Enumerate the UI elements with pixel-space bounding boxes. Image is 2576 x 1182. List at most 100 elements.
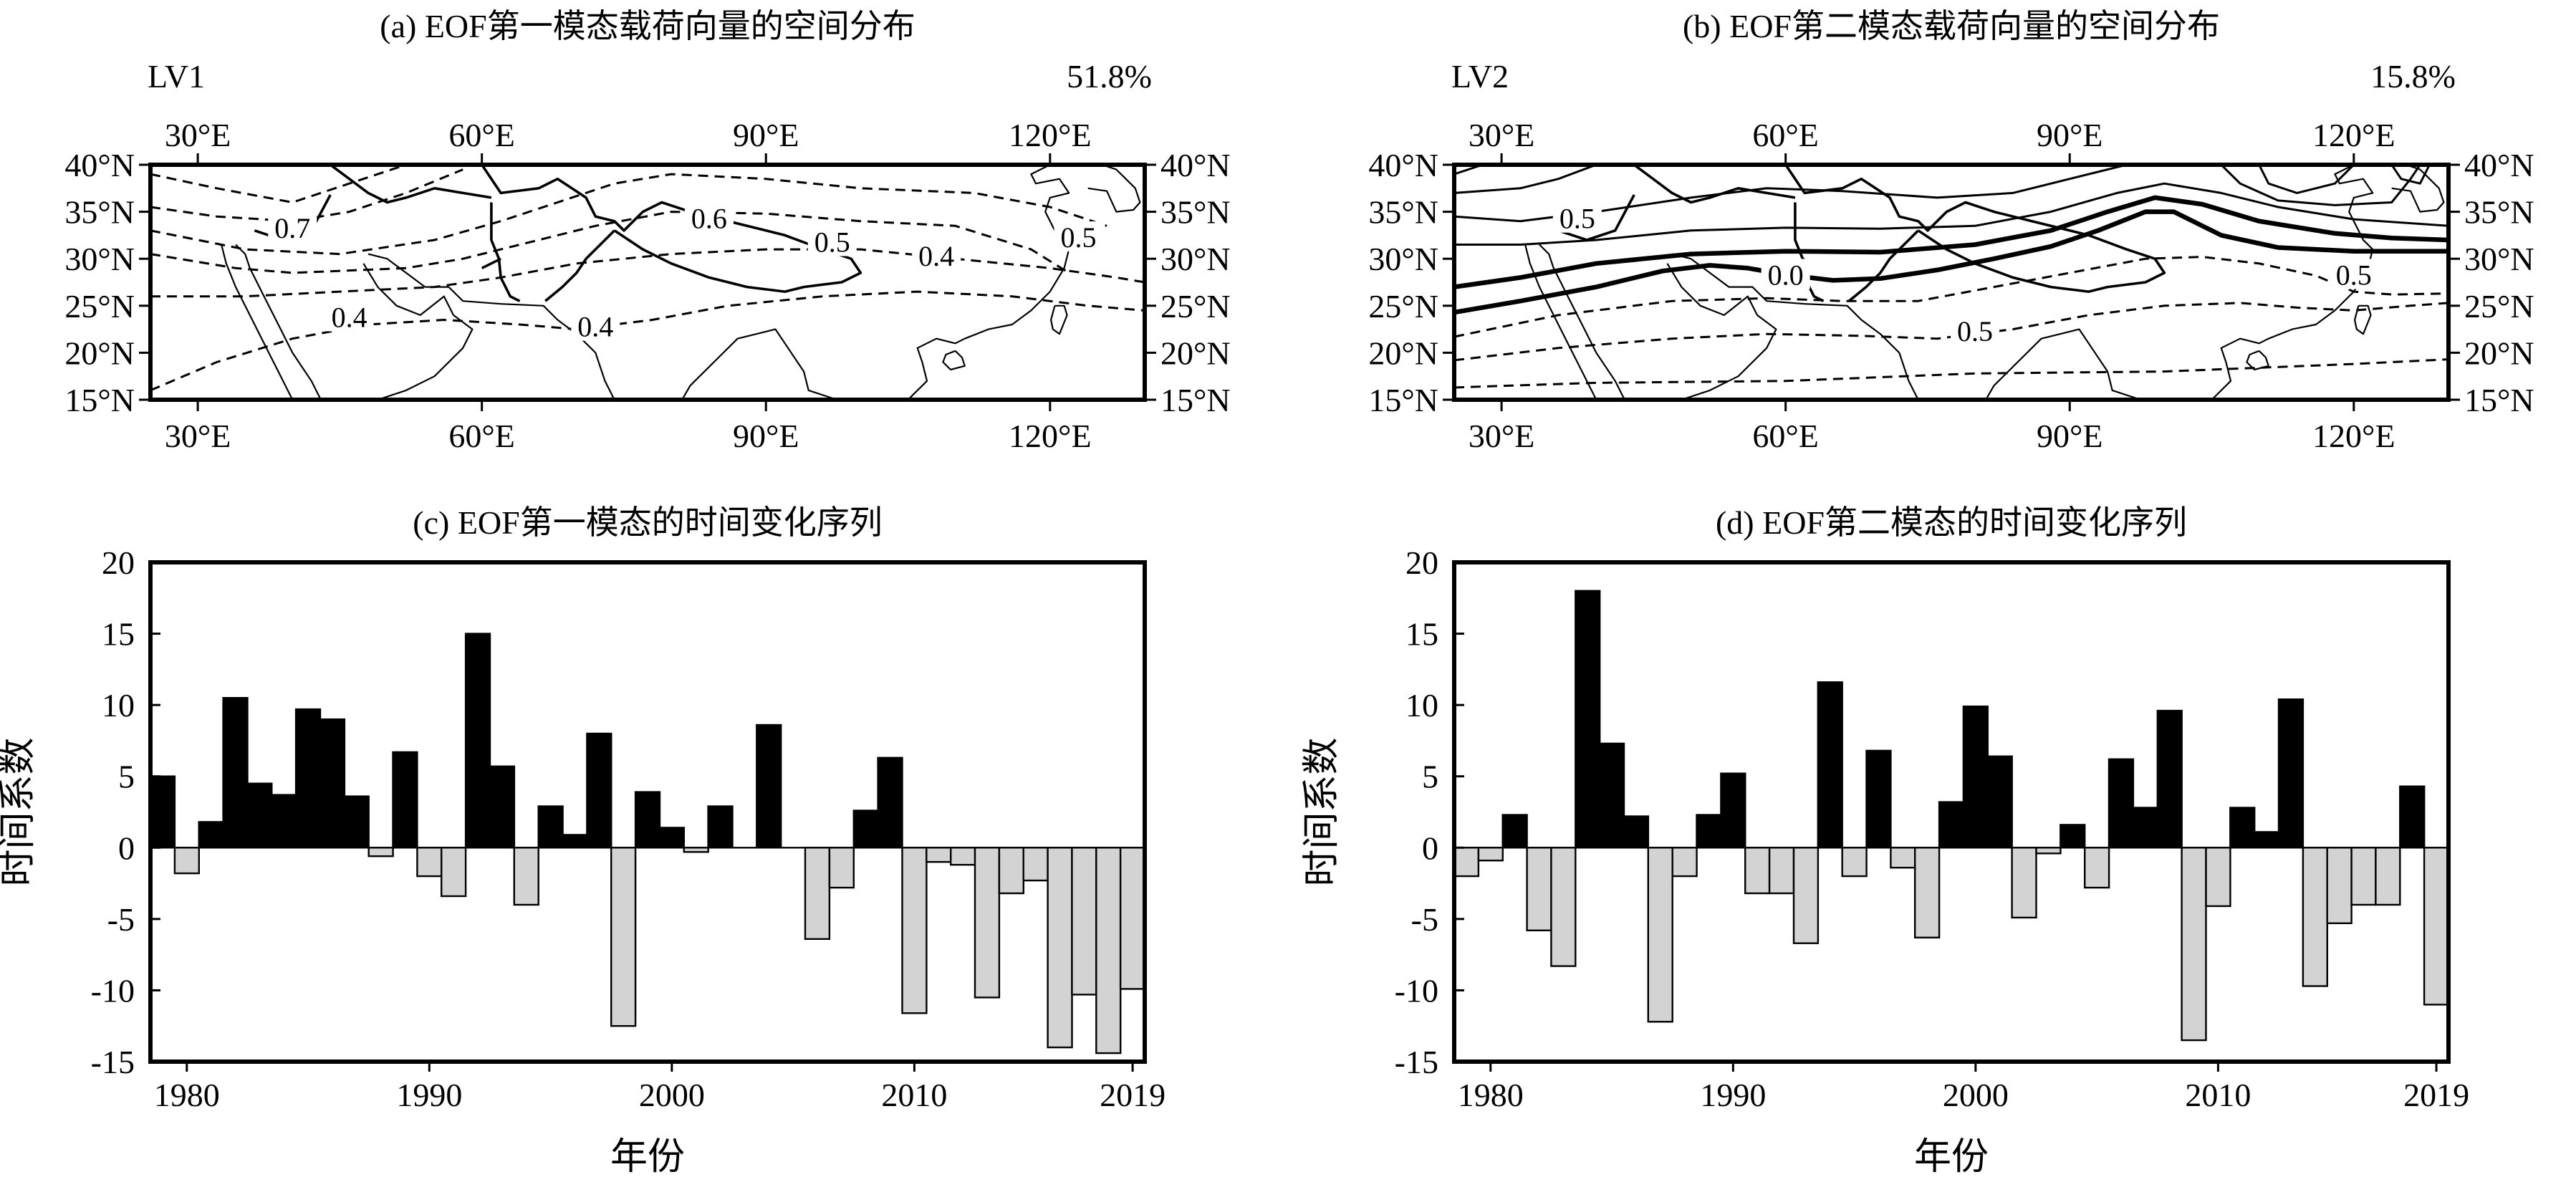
y-tick-label: -10	[91, 972, 135, 1009]
lon-label-top: 90°E	[2037, 117, 2103, 153]
contour-label: 0.6	[691, 203, 727, 235]
panel-a-map: (a) EOF第一模态载荷向量的空间分布 LV1 51.8% 0.7 0.6 0.5 0.4…	[64, 8, 1230, 454]
bar	[2156, 709, 2183, 849]
y-tick-label: 15	[1405, 616, 1438, 653]
bar	[1047, 847, 1073, 1049]
map-frame	[1452, 163, 2451, 402]
bar	[2035, 847, 2062, 855]
bar	[2132, 807, 2158, 849]
x-tick-label: 2000	[639, 1077, 705, 1113]
bar	[828, 847, 855, 889]
contour-label: 0.0	[1768, 259, 1804, 291]
bar	[2205, 847, 2231, 908]
lon-label-bottom: 120°E	[1009, 418, 1092, 454]
bar	[2229, 807, 2256, 849]
bar	[1768, 847, 1795, 895]
bar	[804, 847, 831, 941]
lon-label-bottom: 30°E	[165, 418, 231, 454]
contour-line	[1454, 195, 2448, 289]
bar	[1696, 814, 1722, 849]
bar	[2399, 785, 2426, 849]
coastline	[2246, 350, 2269, 371]
bar	[173, 847, 200, 875]
bar	[1986, 755, 2013, 849]
bar	[1865, 749, 1892, 849]
bar	[2350, 847, 2377, 906]
lat-label-left: 15°N	[1368, 382, 1438, 418]
coastline	[2391, 165, 2445, 213]
bar	[1817, 681, 1843, 849]
contour-label: 0.4	[577, 311, 613, 343]
coastline	[942, 350, 966, 371]
panel-title: (d) EOF第二模态的时间变化序列	[1716, 504, 2187, 541]
map-content: 0.7 0.6 0.5 0.4 0.5 0.4 0.4	[150, 165, 1145, 400]
bar	[1720, 772, 1746, 849]
lon-label-top: 60°E	[448, 117, 515, 153]
variance-explained: 51.8%	[1067, 58, 1152, 95]
coastline	[1979, 328, 2141, 400]
plateau-border	[481, 257, 501, 269]
bar	[852, 809, 879, 849]
lat-label-right: 30°N	[2464, 241, 2534, 277]
lat-label-left: 25°N	[1368, 288, 1438, 325]
contour-label-bg	[268, 211, 317, 242]
bar	[2108, 758, 2135, 849]
bar	[1913, 847, 1941, 939]
bar	[2277, 698, 2305, 849]
contour-label: 0.5	[1060, 221, 1096, 254]
y-tick-label: 20	[102, 544, 135, 581]
bar	[367, 847, 394, 857]
bar	[2302, 847, 2328, 987]
bar	[464, 633, 491, 849]
plot-frame	[1452, 560, 2451, 1064]
coastline	[1087, 165, 1141, 213]
y-tick-label: -15	[1395, 1044, 1438, 1080]
bar	[1938, 801, 1965, 849]
plot-frame	[148, 560, 1147, 1064]
bar	[2083, 847, 2110, 889]
bar	[198, 821, 224, 849]
bar	[319, 718, 346, 849]
y-tick-label: -5	[107, 901, 135, 938]
x-axis-label: 年份	[610, 1137, 685, 1178]
x-tick-label: 2010	[881, 1077, 947, 1113]
contour-line	[150, 165, 407, 203]
contour-label: 0.5	[2336, 259, 2372, 291]
panel-d-bar-chart: (d) EOF第二模态的时间变化序列 20 15 10 5 0 -5 -10 -15 1980 19…	[1302, 504, 2469, 1178]
bar	[343, 795, 370, 849]
bar	[513, 847, 539, 906]
bar	[2060, 824, 2086, 849]
bar	[1575, 590, 1601, 849]
contour-line	[2220, 165, 2421, 206]
x-tick-label: 1990	[1700, 1077, 1766, 1113]
contour-label-bg	[807, 226, 857, 256]
lat-label-right: 20°N	[1160, 335, 1231, 371]
plateau-border	[1557, 194, 1635, 241]
bar	[1022, 847, 1049, 882]
contour-line	[2258, 165, 2355, 194]
lat-label-right: 40°N	[1160, 147, 1231, 183]
lat-label-right: 25°N	[1160, 288, 1231, 325]
x-tick-label: 1990	[396, 1077, 462, 1113]
lon-label-bottom: 90°E	[2037, 418, 2103, 454]
lat-label-right: 35°N	[2464, 194, 2534, 231]
bar	[2326, 847, 2352, 925]
bar	[949, 847, 976, 866]
contour-line	[1454, 209, 2448, 315]
map-content: 0.5 0.0 0.5 0.5	[1454, 165, 2448, 400]
lat-label-left: 20°N	[1368, 335, 1438, 371]
y-axis-label: 时间系数	[1302, 737, 1342, 886]
bar	[1623, 815, 1650, 849]
plateau-border	[330, 165, 492, 204]
bar	[537, 805, 564, 849]
bar	[1671, 847, 1698, 878]
bar	[1477, 847, 1504, 862]
lat-label-right: 35°N	[1160, 194, 1231, 231]
lon-label-bottom: 120°E	[2312, 418, 2395, 454]
contour-label: 0.5	[814, 226, 850, 259]
lat-label-left: 20°N	[64, 335, 135, 371]
contour-label: 0.4	[332, 301, 367, 333]
coastline	[235, 244, 322, 400]
lon-label-top: 30°E	[1469, 117, 1535, 153]
bar	[1962, 705, 1989, 849]
